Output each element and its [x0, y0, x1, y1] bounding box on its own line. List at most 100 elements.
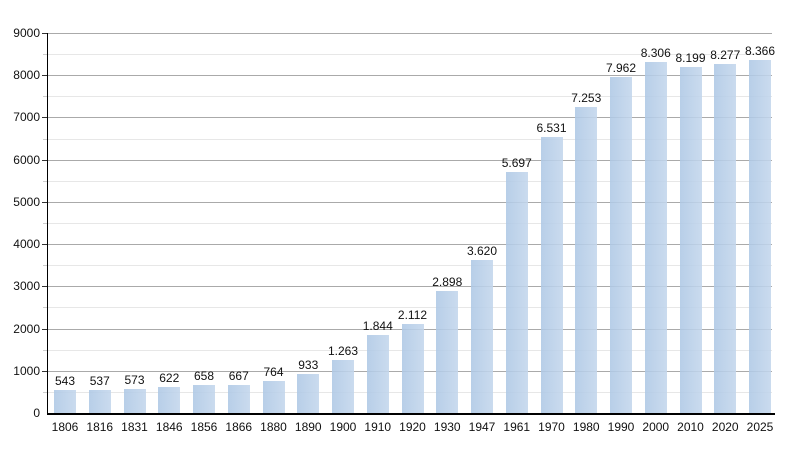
bar-value-label: 667 — [228, 368, 249, 383]
major-gridline — [47, 286, 772, 288]
x-axis-year-label: 1970 — [538, 420, 565, 434]
y-axis-tick-label: 5000 — [13, 194, 40, 209]
minor-gridline — [47, 54, 772, 56]
y-axis-tick-label: 8000 — [13, 68, 40, 83]
bar-1846 — [158, 386, 181, 413]
bar-1900 — [332, 359, 354, 413]
bar-1947 — [471, 260, 493, 413]
y-axis-minor-tick — [43, 54, 47, 56]
bar-2000 — [644, 62, 667, 413]
minor-gridline — [47, 265, 772, 267]
minor-gridline — [47, 138, 772, 140]
x-axis-year-label: 2020 — [711, 420, 739, 434]
bar-1990 — [610, 76, 632, 413]
bar-value-label: 658 — [193, 369, 215, 384]
y-axis-major-tick — [42, 201, 47, 203]
bar-value-label: 8.366 — [744, 43, 776, 58]
major-gridline — [47, 201, 772, 203]
bar-value-label: 8.306 — [640, 46, 671, 61]
bar-value-label: 3.620 — [466, 244, 498, 259]
y-axis-line — [47, 33, 48, 414]
x-axis-year-label: 2010 — [677, 420, 704, 434]
bar-1980 — [575, 106, 598, 413]
x-axis-year-label: 2025 — [746, 420, 774, 434]
y-axis-tick-label: 1000 — [13, 363, 40, 378]
minor-gridline — [47, 223, 772, 224]
y-axis-major-tick — [42, 244, 47, 246]
y-axis-minor-tick — [43, 391, 47, 393]
y-axis-major-tick — [42, 159, 47, 161]
bar-1920 — [401, 323, 424, 413]
major-gridline — [47, 117, 772, 119]
x-axis-year-label: 1890 — [294, 420, 322, 434]
y-axis-minor-tick — [43, 307, 47, 309]
x-axis-year-label: 1900 — [329, 420, 357, 434]
x-axis-year-label: 1856 — [190, 420, 218, 434]
bar-1880 — [262, 380, 285, 413]
x-axis-year-label: 1866 — [225, 420, 253, 434]
y-axis-major-tick — [42, 328, 47, 330]
y-axis-tick-label: 3000 — [13, 279, 40, 294]
x-axis-year-label: 1980 — [572, 420, 600, 434]
bar-value-label: 1.263 — [327, 343, 359, 358]
x-axis-year-label: 1846 — [155, 420, 183, 434]
bar-value-label: 537 — [89, 374, 110, 389]
bar-1961 — [505, 172, 528, 413]
x-axis-year-label: 1920 — [399, 420, 426, 434]
y-axis-tick-label: 0 — [33, 406, 40, 420]
bar-1890 — [297, 373, 320, 413]
y-axis-tick-label: 7000 — [13, 110, 40, 125]
x-axis-year-label: 1910 — [364, 420, 392, 434]
y-axis-minor-tick — [43, 223, 47, 224]
bar-1816 — [88, 390, 111, 413]
y-axis-tick-label: 9000 — [13, 26, 40, 40]
y-axis-major-tick — [42, 117, 47, 119]
x-axis-year-label: 1930 — [433, 420, 461, 434]
x-axis-year-label: 1831 — [121, 420, 148, 434]
bar-value-label: 2.898 — [432, 274, 463, 289]
bar-value-label: 6.531 — [536, 121, 567, 136]
bar-value-label: 764 — [263, 364, 284, 379]
y-axis-tick-label: 6000 — [13, 152, 40, 167]
bar-1930 — [436, 290, 459, 413]
minor-gridline — [47, 180, 772, 182]
bar-value-label: 933 — [298, 357, 319, 372]
bar-value-label: 1.844 — [362, 319, 393, 334]
bar-2025 — [749, 59, 771, 413]
x-axis-year-label: 1816 — [86, 420, 114, 434]
bar-1806 — [54, 390, 76, 413]
bar-value-label: 5.697 — [501, 156, 532, 171]
bar-1910 — [366, 335, 389, 413]
x-axis-year-label: 1990 — [607, 420, 635, 434]
bar-value-label: 2.112 — [397, 307, 428, 322]
y-axis-minor-tick — [43, 96, 47, 98]
major-gridline — [47, 75, 772, 77]
y-axis-minor-tick — [43, 349, 47, 351]
bar-1831 — [123, 388, 146, 413]
x-axis-line — [47, 413, 775, 415]
bar-value-label: 622 — [159, 370, 180, 385]
bar-value-label: 543 — [54, 374, 76, 389]
bar-value-label: 8.277 — [710, 47, 741, 62]
bar-value-label: 7.962 — [605, 60, 637, 75]
y-axis-minor-tick — [43, 138, 47, 140]
minor-gridline — [47, 307, 772, 309]
major-gridline — [47, 33, 772, 34]
bar-1866 — [227, 384, 250, 413]
y-axis-tick-label: 4000 — [13, 237, 40, 252]
x-axis-year-label: 1880 — [260, 420, 287, 434]
major-gridline — [47, 244, 772, 246]
bar-2010 — [679, 66, 702, 413]
y-axis-major-tick — [42, 75, 47, 77]
x-axis-year-label: 1947 — [468, 420, 496, 434]
bar-1970 — [540, 137, 563, 413]
bar-1856 — [193, 385, 215, 413]
bar-value-label: 7.253 — [571, 90, 602, 105]
y-axis-major-tick — [42, 33, 47, 34]
minor-gridline — [47, 96, 772, 98]
x-axis-year-label: 1961 — [503, 420, 531, 434]
bar-2020 — [714, 63, 737, 413]
bar-value-label: 573 — [124, 372, 145, 387]
y-axis-minor-tick — [43, 265, 47, 267]
